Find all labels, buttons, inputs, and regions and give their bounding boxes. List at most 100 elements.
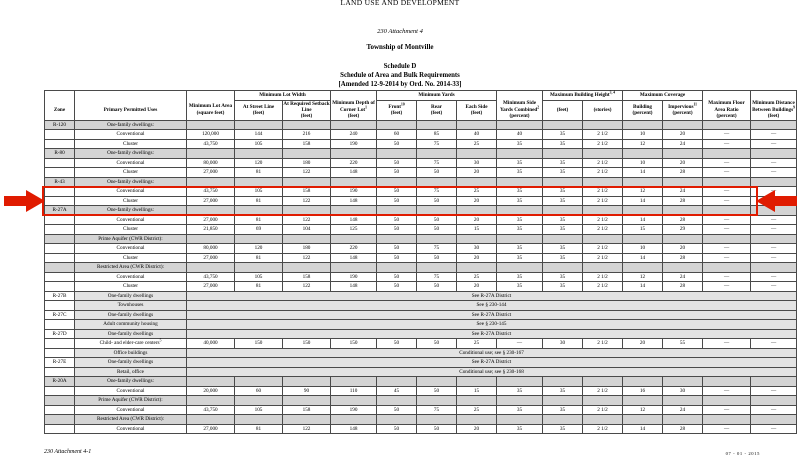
- cell-height_feet: 35: [542, 423, 584, 435]
- cell-cov_impervious: 28: [662, 252, 704, 264]
- cell-rear: [416, 176, 458, 188]
- cell-height_feet: 35: [542, 195, 584, 207]
- cell-min_lot_area: 80,000: [186, 243, 235, 254]
- cell-rear: 85: [416, 129, 458, 140]
- cell-front: [376, 395, 418, 406]
- cell-height_feet: 35: [542, 224, 584, 235]
- cell-height_stories: 2 1/2: [582, 385, 624, 397]
- cell-cov_building: 14: [622, 167, 664, 178]
- cell-corner_depth: [330, 376, 378, 387]
- cell-corner_depth: 220: [330, 157, 378, 169]
- cell-rear: 50: [416, 423, 458, 435]
- cell-each_side: 20: [456, 423, 498, 435]
- cell-height_feet: 35: [542, 186, 584, 197]
- cell-dist_between: [750, 233, 798, 245]
- cell-cov_building: 20: [622, 338, 664, 349]
- row-zone: [44, 233, 75, 245]
- table-row: Conventional 120,000 144 216 240 60 85 40 40 35 2 …: [44, 129, 798, 140]
- row-zone: R-80: [44, 148, 75, 159]
- cell-cov_building: [622, 262, 664, 273]
- cell-height_feet: 35: [542, 404, 584, 416]
- row-zone: R-27B: [44, 290, 75, 302]
- cell-height_stories: [582, 119, 624, 131]
- cell-min_lot_area: [186, 376, 235, 387]
- table-row: Conventional 80,000 120 180 220 50 75 30 35 35 2 1…: [44, 157, 798, 169]
- cell-side_combined: [496, 233, 544, 245]
- header-spacer-corner: [330, 90, 378, 100]
- cell-corner_depth: [330, 262, 378, 273]
- cell-height_stories: 2 1/2: [582, 167, 624, 178]
- cell-front: 50: [376, 404, 418, 416]
- cell-dist_between: —: [750, 243, 798, 254]
- cell-front: 50: [376, 195, 418, 207]
- row-zone: R-43: [44, 176, 75, 188]
- cell-each_side: [456, 205, 498, 216]
- cell-width_street: 120: [234, 157, 283, 169]
- cell-side_combined: 35: [496, 157, 544, 169]
- cell-width_street: 69: [234, 224, 283, 235]
- cell-min_lot_area: [186, 148, 235, 159]
- cell-width_setback: 104: [281, 224, 332, 235]
- cell-width_setback: [281, 233, 332, 245]
- cell-width_setback: [281, 176, 332, 188]
- cell-each_side: 25: [456, 271, 498, 283]
- cell-min_lot_area: [186, 205, 235, 216]
- cell-height_feet: 35: [542, 157, 584, 169]
- cell-far: [702, 233, 752, 245]
- row-zone: [44, 195, 75, 207]
- table-row: R-27B One-family dwellings See R-27A Distr…: [44, 290, 798, 302]
- header-dist_between: Minimum Distance Between Buildings9 (feet…: [750, 100, 798, 121]
- cell-each_side: 20: [456, 252, 498, 264]
- cell-width_street: [234, 148, 283, 159]
- cell-rear: 50: [416, 224, 458, 235]
- row-use-label: Cluster: [74, 138, 187, 150]
- row-use-label: One-family dwellings: [74, 309, 187, 321]
- row-zone: [44, 262, 75, 273]
- cell-each_side: 25: [456, 186, 498, 197]
- cell-front: [376, 148, 418, 159]
- cell-height_stories: [582, 176, 624, 188]
- cell-width_setback: 122: [281, 214, 332, 226]
- cell-each_side: [456, 119, 498, 131]
- table-row: Child- and elder-care centers5 40,000 150 1…: [44, 338, 798, 349]
- row-use-label: Townhouses: [74, 300, 187, 311]
- cell-height_feet: [542, 262, 584, 273]
- cell-far: [702, 205, 752, 216]
- row-reference-note: See § 230-145: [185, 319, 798, 330]
- cell-height_stories: [582, 205, 624, 216]
- cell-far: —: [702, 138, 752, 150]
- cell-front: 50: [376, 157, 418, 169]
- cell-side_combined: [496, 376, 544, 387]
- row-use-label: Restricted Area (CWR District):: [74, 414, 187, 425]
- cell-height_feet: 35: [542, 385, 584, 397]
- cell-cov_building: 14: [622, 252, 664, 264]
- row-use-label: Conventional: [74, 243, 187, 254]
- cell-width_street: 120: [234, 243, 283, 254]
- header-spacer-zone: [44, 90, 75, 100]
- header-width_setback: At Required Setback Line (feet): [281, 99, 332, 121]
- cell-far: [702, 119, 752, 131]
- row-zone: [44, 167, 75, 178]
- cell-height_feet: 35: [542, 271, 584, 283]
- cell-width_setback: 158: [281, 271, 332, 283]
- cell-far: —: [702, 385, 752, 397]
- cell-dist_between: —: [750, 138, 798, 150]
- cell-width_street: 81: [234, 252, 283, 264]
- row-reference-note: Conditional use; see § 230-168: [185, 366, 798, 378]
- cell-corner_depth: [330, 395, 378, 406]
- cell-corner_depth: 148: [330, 281, 378, 292]
- row-use-label: One-family dwellings:: [74, 205, 187, 216]
- cell-side_combined: [496, 119, 544, 131]
- cell-width_setback: [281, 395, 332, 406]
- table-row: Cluster 27,000 81 122 148 50 50 20 35 35 2 1/2 14 28…: [44, 252, 798, 264]
- header-group-maximum-coverage: Maximum Coverage: [622, 90, 704, 101]
- cell-side_combined: [496, 205, 544, 216]
- cell-cov_impervious: [662, 395, 704, 406]
- cell-width_setback: [281, 148, 332, 159]
- cell-height_feet: 35: [542, 129, 584, 140]
- cell-height_feet: 35: [542, 243, 584, 254]
- cell-cov_impervious: 55: [662, 338, 704, 349]
- cell-cov_impervious: 28: [662, 195, 704, 207]
- cell-height_stories: [582, 233, 624, 245]
- header-spacer-area: [186, 90, 235, 100]
